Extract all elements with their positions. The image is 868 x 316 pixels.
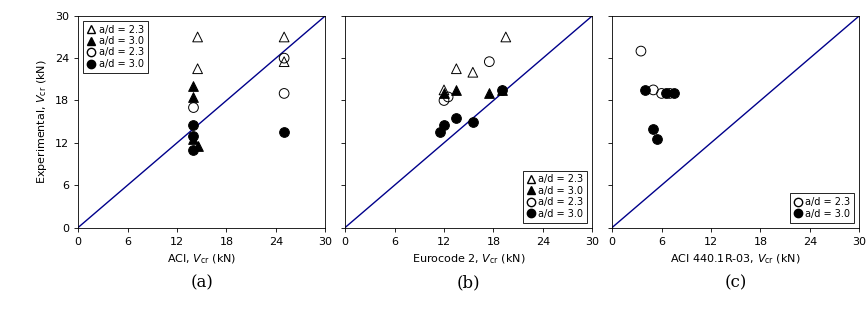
Point bbox=[277, 56, 291, 61]
Point bbox=[187, 105, 201, 110]
Point bbox=[650, 137, 664, 142]
Point bbox=[450, 116, 464, 121]
Point bbox=[191, 34, 205, 40]
Point bbox=[654, 91, 668, 96]
Point bbox=[667, 91, 681, 96]
Point bbox=[483, 59, 496, 64]
Text: (b): (b) bbox=[457, 274, 481, 291]
Point bbox=[483, 91, 496, 96]
Text: (a): (a) bbox=[190, 274, 214, 291]
Point bbox=[663, 91, 677, 96]
Point bbox=[499, 34, 513, 40]
X-axis label: ACI, $V_{\rm cr}$ (kN): ACI, $V_{\rm cr}$ (kN) bbox=[168, 252, 236, 266]
Legend: a/d = 2.3, a/d = 3.0, a/d = 2.3, a/d = 3.0: a/d = 2.3, a/d = 3.0, a/d = 2.3, a/d = 3… bbox=[523, 171, 588, 223]
Point bbox=[433, 130, 447, 135]
Point bbox=[437, 91, 451, 96]
Point bbox=[187, 133, 201, 138]
Point bbox=[277, 59, 291, 64]
Y-axis label: Experimental, $V_{\rm cr}$ (kN): Experimental, $V_{\rm cr}$ (kN) bbox=[36, 59, 49, 184]
Point bbox=[441, 94, 455, 100]
Point bbox=[659, 91, 673, 96]
Point bbox=[187, 137, 201, 142]
Text: (c): (c) bbox=[725, 274, 746, 291]
Point bbox=[495, 87, 509, 92]
Point bbox=[187, 84, 201, 89]
Point bbox=[495, 87, 509, 92]
X-axis label: Eurocode 2, $V_{\rm cr}$ (kN): Eurocode 2, $V_{\rm cr}$ (kN) bbox=[412, 252, 525, 266]
Point bbox=[437, 98, 451, 103]
Point bbox=[450, 87, 464, 92]
Point bbox=[277, 34, 291, 40]
Point bbox=[187, 147, 201, 152]
Point bbox=[437, 87, 451, 92]
Point bbox=[437, 123, 451, 128]
Point bbox=[466, 119, 480, 124]
Point bbox=[191, 144, 205, 149]
Point bbox=[450, 66, 464, 71]
Point bbox=[647, 87, 661, 92]
Point bbox=[466, 70, 480, 75]
Point bbox=[638, 87, 652, 92]
X-axis label: ACI 440.1R-03, $V_{\rm cr}$ (kN): ACI 440.1R-03, $V_{\rm cr}$ (kN) bbox=[670, 252, 801, 266]
Legend: a/d = 2.3, a/d = 3.0, a/d = 2.3, a/d = 3.0: a/d = 2.3, a/d = 3.0, a/d = 2.3, a/d = 3… bbox=[83, 21, 148, 73]
Point bbox=[277, 91, 291, 96]
Point bbox=[187, 123, 201, 128]
Point bbox=[647, 126, 661, 131]
Point bbox=[191, 66, 205, 71]
Point bbox=[277, 130, 291, 135]
Point bbox=[187, 94, 201, 100]
Legend: a/d = 2.3, a/d = 3.0: a/d = 2.3, a/d = 3.0 bbox=[790, 193, 854, 223]
Point bbox=[634, 49, 648, 54]
